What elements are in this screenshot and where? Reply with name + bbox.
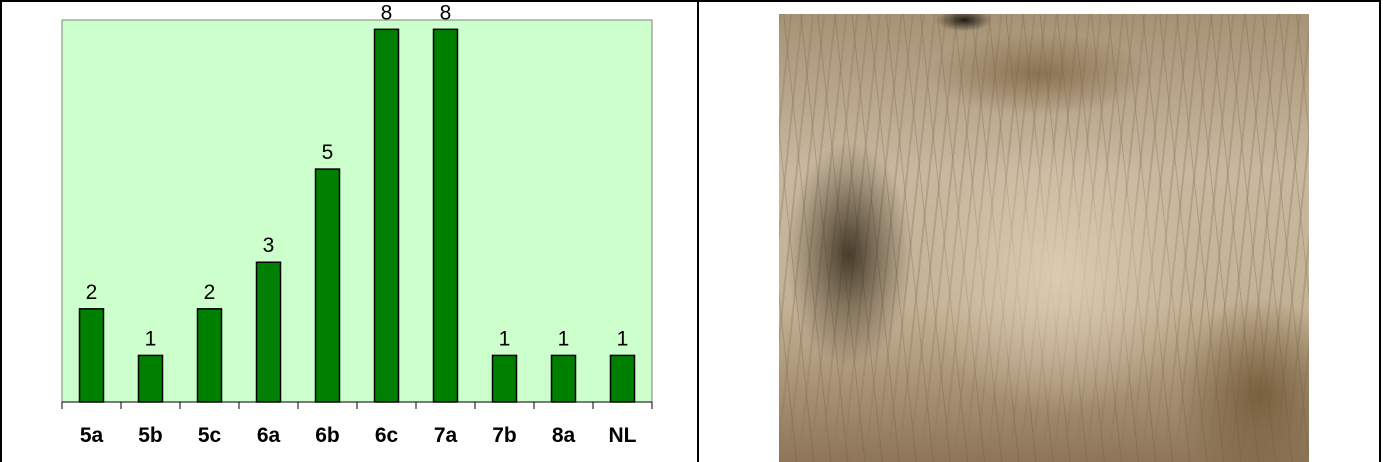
category-label-7b: 7b	[492, 424, 517, 447]
bar-6c	[373, 28, 400, 403]
value-label-6a: 3	[263, 234, 275, 257]
category-label-6c: 6c	[375, 424, 399, 447]
category-label-5c: 5c	[198, 424, 222, 447]
category-label-6a: 6a	[257, 424, 281, 447]
value-label-7a: 8	[440, 1, 452, 24]
value-label-7b: 1	[499, 327, 511, 350]
bar-8a	[550, 354, 577, 403]
bar-6a	[255, 261, 282, 403]
category-label-5b: 5b	[138, 424, 163, 447]
category-label-8a: 8a	[552, 424, 576, 447]
value-labels-group: 2 1 2 3 5 8 8 1 1 1	[86, 1, 629, 350]
category-label-5a: 5a	[80, 424, 104, 447]
bar-chart: 2 1 2 3 5 8 8 1 1 1 5a 5b 5c 6a 6b 6c 7a 7b 8a NL	[61, 1, 653, 447]
bar-6b	[314, 168, 341, 403]
category-label-NL: NL	[609, 424, 637, 447]
value-label-5a: 2	[86, 281, 98, 304]
value-label-8a: 1	[558, 327, 570, 350]
bar-5b	[137, 354, 164, 403]
bar-NL	[609, 354, 636, 403]
cell-divider	[697, 0, 699, 462]
bar-5a	[78, 308, 105, 403]
value-label-6c: 8	[381, 1, 393, 24]
category-label-6b: 6b	[315, 424, 340, 447]
value-label-NL: 1	[617, 327, 629, 350]
bar-7b	[491, 354, 518, 403]
photo-shadow	[929, 14, 999, 36]
plot-area	[61, 19, 653, 403]
bar-5c	[196, 308, 223, 403]
category-label-7a: 7a	[434, 424, 458, 447]
rock-cliff-photo	[779, 14, 1309, 462]
bar-7a	[432, 28, 459, 403]
x-ticks-group	[61, 402, 653, 409]
category-labels-group: 5a 5b 5c 6a 6b 6c 7a 7b 8a NL	[80, 424, 637, 447]
value-label-6b: 5	[322, 141, 334, 164]
value-label-5b: 1	[145, 327, 157, 350]
value-label-5c: 2	[204, 281, 216, 304]
